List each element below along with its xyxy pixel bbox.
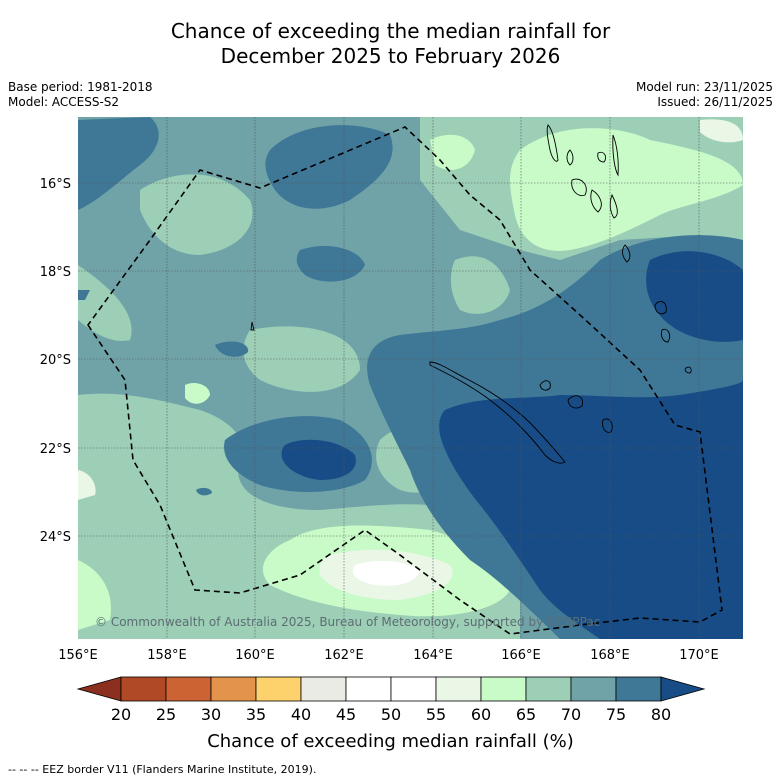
colorbar bbox=[76, 676, 706, 702]
region-75-80-south-small bbox=[196, 487, 212, 496]
island-east-3 bbox=[684, 366, 692, 374]
colorbar-extend-high bbox=[660, 676, 706, 702]
lon-label-168: 168°E bbox=[590, 648, 630, 663]
colorbar-segment-75-80 bbox=[615, 676, 662, 702]
colorbar-segment-20-25 bbox=[120, 676, 167, 702]
lon-label-156: 156°E bbox=[58, 648, 98, 663]
colorbar-tick-70: 70 bbox=[560, 705, 582, 724]
vanuatu-island-6 bbox=[590, 189, 602, 213]
rainfall-field bbox=[78, 117, 743, 639]
lon-label-164: 164°E bbox=[413, 648, 453, 663]
vanuatu-island-2 bbox=[566, 149, 574, 166]
vanuatu-island-1 bbox=[546, 124, 559, 162]
lat-label-20: 20°S bbox=[40, 353, 71, 368]
colorbar-segment-40-45 bbox=[300, 676, 347, 702]
colorbar-segment-50-55 bbox=[390, 676, 437, 702]
model-name: Model: ACCESS-S2 bbox=[8, 95, 120, 109]
vanuatu-island-3 bbox=[597, 151, 607, 163]
colorbar-segment-60-65 bbox=[480, 676, 527, 702]
title-line-1: Chance of exceeding the median rainfall … bbox=[170, 19, 611, 43]
island-west-1 bbox=[250, 321, 255, 331]
lon-label-166: 166°E bbox=[501, 648, 541, 663]
region-60-65-sw bbox=[78, 560, 111, 630]
colorbar-segment-70-75 bbox=[570, 676, 617, 702]
vanuatu-island-7 bbox=[609, 193, 618, 219]
model-run: Model run: 23/11/2025 bbox=[635, 80, 773, 94]
region-75-80-centre-west bbox=[296, 245, 365, 282]
colorbar-segment-45-50 bbox=[345, 676, 392, 702]
region-80-centre bbox=[281, 439, 356, 480]
region-65-70-centre bbox=[243, 326, 360, 392]
vanuatu-island-4 bbox=[612, 134, 619, 177]
colorbar-segment-65-70 bbox=[525, 676, 572, 702]
colorbar-segment-35-40 bbox=[255, 676, 302, 702]
island-east-2 bbox=[660, 328, 671, 343]
colorbar-tick-30: 30 bbox=[200, 705, 222, 724]
colorbar-tick-65: 65 bbox=[515, 705, 537, 724]
region-white-south bbox=[352, 560, 420, 586]
colorbar-tick-35: 35 bbox=[245, 705, 267, 724]
lon-label-170: 170°E bbox=[679, 648, 719, 663]
region-60-65-small-a bbox=[185, 383, 210, 404]
gridlines bbox=[78, 117, 743, 639]
colorbar-extend-low bbox=[76, 676, 122, 702]
colorbar-tick-25: 25 bbox=[155, 705, 177, 724]
colorbar-tick-50: 50 bbox=[380, 705, 402, 724]
footer-note: -- -- -- EEZ border V11 (Flanders Marine… bbox=[8, 763, 317, 776]
colorbar-title: Chance of exceeding median rainfall (%) bbox=[207, 731, 574, 752]
region-80-northeast bbox=[646, 251, 743, 342]
colorbar-tick-80: 80 bbox=[650, 705, 672, 724]
colorbar-tick-45: 45 bbox=[335, 705, 357, 724]
title-line-2: December 2025 to February 2026 bbox=[220, 44, 561, 68]
colorbar-tick-40: 40 bbox=[290, 705, 312, 724]
lat-label-16: 16°S bbox=[40, 177, 71, 192]
colorbar-tick-75: 75 bbox=[605, 705, 627, 724]
region-65-70-nw-band bbox=[140, 174, 253, 255]
meta-right: Model run: 23/11/2025 Issued: 26/11/2025 bbox=[636, 80, 773, 110]
lon-label-162: 162°E bbox=[324, 648, 364, 663]
colorbar-tick-20: 20 bbox=[110, 705, 132, 724]
new-caledonia-coast bbox=[429, 361, 566, 464]
region-65-70-west bbox=[78, 265, 132, 341]
colorbar-tick-55: 55 bbox=[425, 705, 447, 724]
lon-label-160: 160°E bbox=[235, 648, 275, 663]
region-55-60-west bbox=[78, 470, 96, 500]
vanuatu-island-5 bbox=[571, 178, 587, 197]
colorbar-segment-30-35 bbox=[210, 676, 257, 702]
lat-label-24: 24°S bbox=[40, 530, 71, 545]
colorbar-segment-25-30 bbox=[165, 676, 212, 702]
coastlines bbox=[250, 124, 692, 464]
loyalty-island-1 bbox=[539, 380, 551, 391]
meta-left: Base period: 1981-2018 Model: ACCESS-S2 bbox=[8, 80, 153, 110]
loyalty-island-2 bbox=[567, 395, 583, 409]
loyalty-island-3 bbox=[602, 418, 613, 433]
axis-labels: 156°E 158°E 160°E 162°E 164°E 166°E 168°… bbox=[40, 177, 719, 663]
region-75-80-far-nw bbox=[78, 290, 90, 300]
copyright-watermark: © Commonwealth of Australia 2025, Bureau… bbox=[95, 615, 600, 629]
region-55-60-ne-corner bbox=[700, 119, 743, 143]
eez-border bbox=[87, 126, 723, 635]
lat-label-18: 18°S bbox=[40, 265, 71, 280]
colorbar-segment-55-60 bbox=[435, 676, 482, 702]
region-65-70-east-central bbox=[450, 256, 510, 314]
lon-label-158: 158°E bbox=[147, 648, 187, 663]
lat-label-22: 22°S bbox=[40, 442, 71, 457]
vanuatu-island-8 bbox=[622, 244, 631, 263]
island-east-1 bbox=[654, 301, 667, 315]
region-80-east bbox=[439, 380, 743, 639]
base-period: Base period: 1981-2018 bbox=[8, 80, 153, 94]
colorbar-tick-60: 60 bbox=[470, 705, 492, 724]
chart-title: Chance of exceeding the median rainfall … bbox=[0, 19, 781, 69]
issued-date: Issued: 26/11/2025 bbox=[657, 95, 773, 109]
region-75-80-nw bbox=[78, 117, 159, 210]
region-75-80-small bbox=[215, 341, 249, 357]
region-60-65-northeast bbox=[510, 128, 743, 251]
